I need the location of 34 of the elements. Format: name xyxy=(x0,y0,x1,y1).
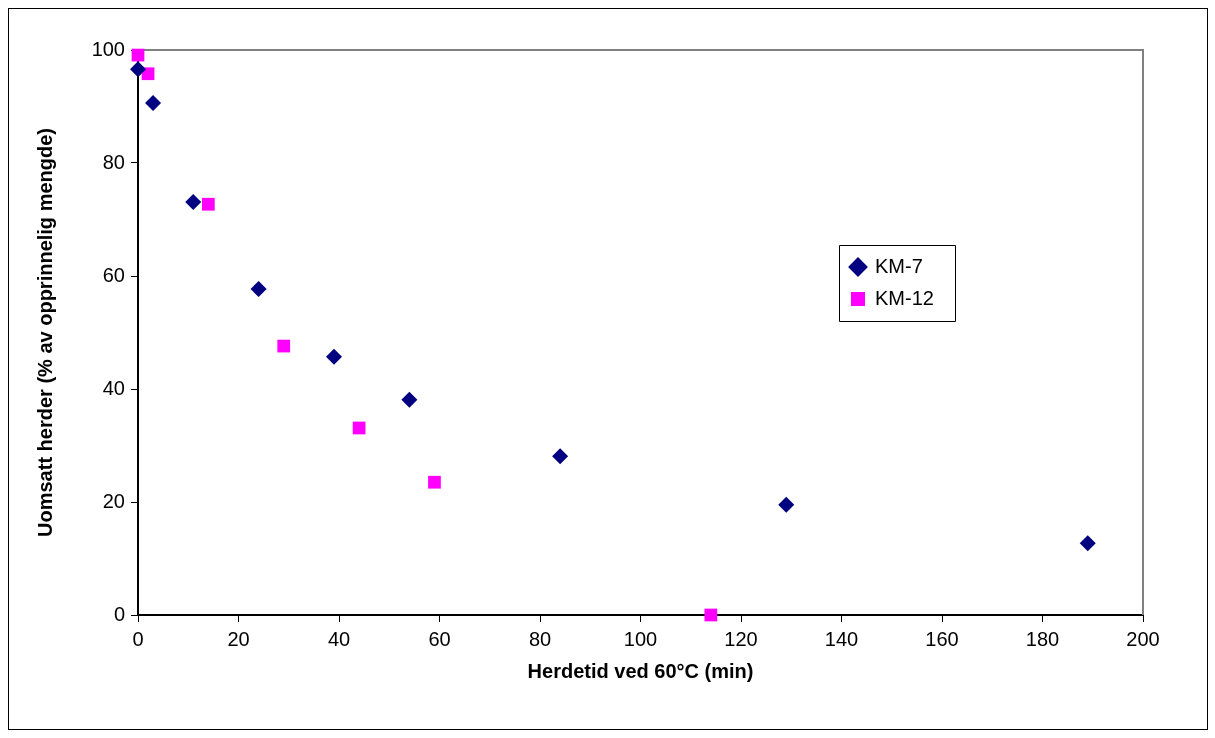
x-tick-label: 140 xyxy=(824,627,859,650)
y-tick-label: 100 xyxy=(91,37,125,60)
x-tick-label: 180 xyxy=(1025,627,1060,650)
x-tick-label: 160 xyxy=(925,627,959,650)
point xyxy=(704,608,718,622)
point xyxy=(185,193,202,210)
legend-label: KM-12 xyxy=(875,286,934,309)
x-tick-label: 20 xyxy=(227,627,250,650)
y-tick-label: 20 xyxy=(102,489,125,512)
y-tick-label: 80 xyxy=(102,150,125,173)
x-axis-title: Herdetid ved 60°C (min) xyxy=(527,659,754,682)
y-tick-label: 0 xyxy=(113,602,125,625)
point xyxy=(250,281,267,297)
x-tick-label: 120 xyxy=(724,627,758,650)
point xyxy=(325,348,342,365)
x-tick-label: 40 xyxy=(327,627,351,650)
point xyxy=(145,95,162,112)
point xyxy=(1079,535,1096,552)
point xyxy=(201,197,215,211)
x-tick-label: 200 xyxy=(1126,627,1160,650)
y-axis-title: Uomsatt herder (% av opprinnelig mengde) xyxy=(33,128,56,537)
x-tick-label: 0 xyxy=(132,627,144,650)
x-tick-label: 80 xyxy=(528,627,552,650)
point xyxy=(552,448,569,465)
point xyxy=(130,61,146,78)
y-tick-label: 60 xyxy=(102,263,125,286)
x-tick-label: 100 xyxy=(623,627,658,650)
y-tick-label: 40 xyxy=(102,376,125,399)
point xyxy=(401,391,418,408)
legend-label: KM-7 xyxy=(875,254,923,277)
point xyxy=(428,475,441,489)
point xyxy=(277,339,291,353)
point xyxy=(778,496,795,513)
x-tick-label: 60 xyxy=(428,627,451,650)
